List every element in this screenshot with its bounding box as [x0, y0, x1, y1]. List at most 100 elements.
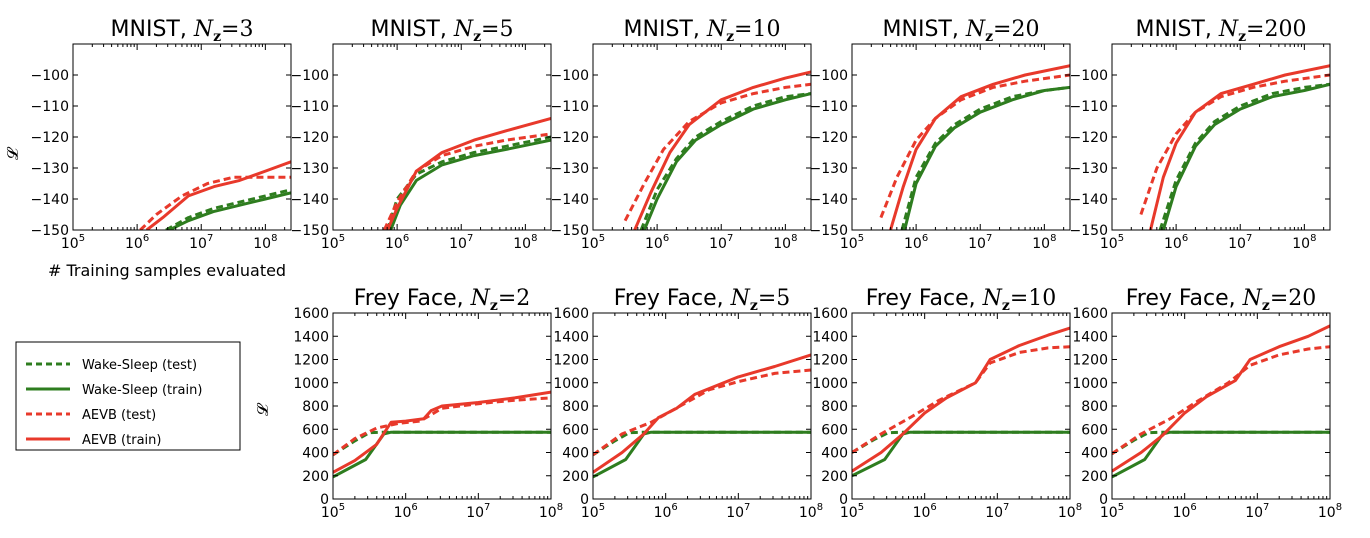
panel-1-xtick-base: 10 — [61, 236, 79, 252]
panel-9-ytick-label: 1400 — [1072, 329, 1108, 345]
panel-5-ytick-label: −130 — [1070, 161, 1108, 177]
panel-8: Frey Face, Nz=10020040060080010001200140… — [812, 286, 1082, 521]
panel-5-line-aevb-train — [1149, 64, 1330, 230]
panel-8-xtick-exp: 5 — [858, 502, 864, 513]
panel-6-title: Frey Face, Nz=2 — [354, 286, 531, 314]
panel-6-xtick-exp: 7 — [484, 502, 490, 513]
panel-8-title-nz: 10 — [1028, 286, 1056, 311]
panel-8-ytick-label: 200 — [821, 469, 848, 485]
panel-4-xtick-base: 10 — [840, 236, 858, 252]
legend-label-wake-sleep-train: Wake-Sleep (train) — [82, 383, 202, 398]
panel-4-line-wake-sleep-train — [903, 85, 1070, 230]
panel-3-xtick-label: 107 — [709, 233, 733, 252]
panel-5-title-n: N — [1218, 17, 1239, 42]
panel-4-ytick-label: −120 — [810, 130, 848, 146]
panel-4-ytick-label: −140 — [810, 192, 848, 208]
panel-7-line-aevb-train — [593, 353, 811, 474]
panel-9-ytick-label: 600 — [1081, 422, 1108, 438]
panel-9-ytick-label: 1000 — [1072, 376, 1108, 392]
panel-2-xtick-label: 108 — [513, 233, 537, 252]
panel-6-line-aevb-train — [333, 390, 551, 474]
panel-4-xtick-exp: 5 — [858, 233, 864, 244]
panel-6-ytick-label: 800 — [302, 399, 329, 415]
panel-7-title-sub: z — [750, 298, 758, 314]
panel-7-title-prefix: Frey Face, — [614, 286, 731, 311]
panel-9: Frey Face, Nz=20020040060080010001200140… — [1072, 286, 1342, 521]
panel-3-ytick-label: −120 — [551, 130, 589, 146]
panel-8-ytick-label: 600 — [821, 422, 848, 438]
panel-6-title-prefix: Frey Face, — [354, 286, 471, 311]
panel-2-line-wake-sleep-test — [386, 135, 551, 230]
panel-8-xtick-base: 10 — [840, 505, 858, 521]
panel-3-ytick-label: −110 — [551, 99, 589, 115]
panel-1-title-prefix: MNIST, — [111, 17, 194, 42]
panel-9-title-prefix: Frey Face, — [1126, 286, 1243, 311]
panel-4-ytick-label: −110 — [810, 99, 848, 115]
panel-1-xtick-base: 10 — [125, 236, 143, 252]
panel-8-title-eq: = — [1010, 286, 1028, 311]
panel-5-ytick-label: −150 — [1070, 223, 1108, 239]
panel-5-line-aevb-test — [1139, 73, 1330, 215]
panel-9-xtick-label: 108 — [1318, 502, 1342, 521]
legend-frame — [15, 341, 241, 451]
legend-label-aevb-test: AEVB (test) — [82, 408, 156, 423]
panel-4-title-nz: 20 — [1011, 17, 1039, 42]
panel-3-line-wake-sleep-test — [639, 92, 811, 230]
panel-7-title: Frey Face, Nz=5 — [614, 286, 791, 314]
panel-6-ytick-label: 200 — [302, 469, 329, 485]
panel-1-xtick-label: 108 — [253, 233, 277, 252]
panel-9-line-aevb-test — [1112, 345, 1330, 455]
panel-2-title-n: N — [453, 17, 474, 42]
panel-5-xtick-exp: 7 — [1246, 233, 1252, 244]
panel-1-title-sub: z — [213, 29, 221, 45]
panel-9-ytick-label: 0 — [1099, 492, 1108, 508]
panel-2-ytick-label: −150 — [291, 223, 329, 239]
panel-1-line-aevb-test — [139, 175, 291, 230]
panel-2-title-sub: z — [473, 29, 481, 45]
panel-3-xtick-exp: 7 — [727, 233, 733, 244]
panel-1-title: MNIST, Nz=3 — [111, 17, 254, 45]
panel-8-series — [852, 326, 1070, 478]
panel-1-line-wake-sleep-train — [168, 191, 291, 230]
panel-2-xtick-exp: 8 — [531, 233, 537, 244]
panel-9-title-n: N — [1242, 286, 1263, 311]
frey-y-axis-label: 𝓛 — [253, 402, 272, 416]
panel-1-ytick-label: −100 — [31, 68, 69, 84]
panel-6-line-aevb-test — [333, 396, 551, 457]
panel-1-title-n: N — [193, 17, 214, 42]
panel-8-ytick-label: 1400 — [812, 329, 848, 345]
legend-entry-wake-sleep-train: Wake-Sleep (train) — [26, 383, 202, 398]
panel-5-title-prefix: MNIST, — [1136, 17, 1219, 42]
panel-3-line-aevb-train — [633, 70, 811, 230]
panel-2-xtick-base: 10 — [321, 236, 339, 252]
panel-3-xtick-exp: 5 — [599, 233, 605, 244]
panel-8-xtick-label: 106 — [913, 502, 937, 521]
panel-7-ytick-label: 600 — [562, 422, 589, 438]
panel-6-xtick-exp: 6 — [411, 502, 417, 513]
panel-4-title-eq: = — [993, 17, 1011, 42]
panel-4-ytick-label: −150 — [810, 223, 848, 239]
panel-7-ytick-label: 400 — [562, 446, 589, 462]
panel-8-xtick-label: 105 — [840, 502, 864, 521]
panel-4-xtick-exp: 8 — [1050, 233, 1056, 244]
panel-7-xtick-base: 10 — [654, 505, 672, 521]
panel-5-line-wake-sleep-train — [1161, 82, 1330, 230]
panel-6-xtick-label: 107 — [466, 502, 490, 521]
panel-3-title-prefix: MNIST, — [624, 17, 707, 42]
panel-1-ytick-label: −110 — [31, 99, 69, 115]
panel-2-xtick-exp: 6 — [403, 233, 409, 244]
panel-8-line-aevb-test — [852, 345, 1070, 454]
panel-6-ytick-label: 1400 — [293, 329, 329, 345]
panel-5-title-sub: z — [1238, 29, 1246, 45]
panel-7-line-wake-sleep-test — [593, 430, 811, 457]
panel-1-ytick-label: −140 — [31, 192, 69, 208]
panel-7-xtick-exp: 5 — [599, 502, 605, 513]
panel-6-title-n: N — [470, 286, 491, 311]
panel-5-title: MNIST, Nz=200 — [1136, 17, 1307, 45]
panel-5-xtick-base: 10 — [1100, 236, 1118, 252]
